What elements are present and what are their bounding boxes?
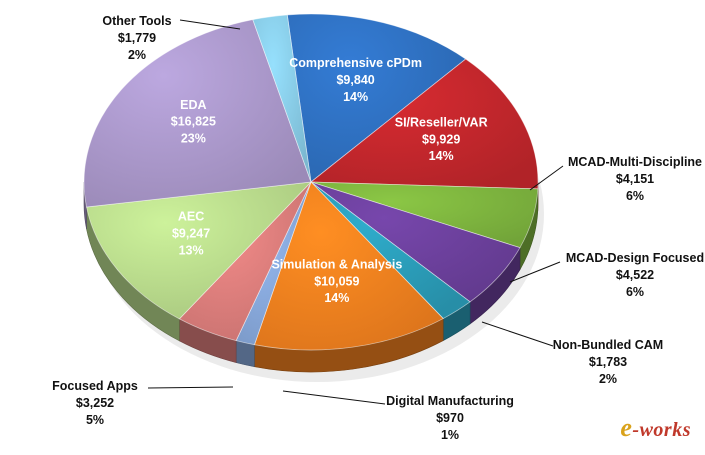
e-works-watermark: e-works xyxy=(620,413,691,443)
leader-line-2 xyxy=(529,165,564,191)
slice-label-0: Comprehensive cPDm $9,840 14% xyxy=(289,56,422,104)
slice-value-10: $1,779 xyxy=(118,31,156,45)
slice-name-6: Digital Manufacturing xyxy=(386,394,514,408)
slice-name-4: Non-Bundled CAM xyxy=(553,338,663,352)
pie-slice-comprehensive-cpdm xyxy=(286,13,467,183)
leader-line-10 xyxy=(179,19,241,30)
slice-label-10: Other Tools $1,779 2% xyxy=(102,14,171,62)
slice-name-10: Other Tools xyxy=(102,14,171,28)
slice-value-1: $9,929 xyxy=(422,132,460,146)
slice-value-6: $970 xyxy=(436,411,464,425)
leader-line-6 xyxy=(282,390,386,405)
slice-percent-2: 6% xyxy=(626,189,644,203)
slice-name-8: AEC xyxy=(178,210,204,224)
slice-percent-9: 23% xyxy=(181,132,206,146)
watermark-text: -works xyxy=(632,419,691,441)
slice-label-7: Focused Apps $3,252 5% xyxy=(52,379,138,427)
pie-slice-simulation-analysis xyxy=(253,181,444,351)
slice-label-8: AEC $9,247 13% xyxy=(172,210,210,258)
slice-name-1: SI/Reseller/VAR xyxy=(395,115,488,129)
slice-label-5: Simulation & Analysis $10,059 14% xyxy=(271,257,402,305)
leader-line-4 xyxy=(481,321,554,347)
slice-value-4: $1,783 xyxy=(589,355,627,369)
slice-value-7: $3,252 xyxy=(76,396,114,410)
slice-label-6: Digital Manufacturing $970 1% xyxy=(386,394,514,442)
leader-lines xyxy=(147,19,564,405)
pie-top-faces xyxy=(83,13,539,351)
slice-name-7: Focused Apps xyxy=(52,379,138,393)
slice-percent-4: 2% xyxy=(599,372,617,386)
slice-label-1: SI/Reseller/VAR $9,929 14% xyxy=(395,115,488,163)
slice-percent-3: 6% xyxy=(626,285,644,299)
slice-percent-0: 14% xyxy=(343,90,368,104)
slice-name-2: MCAD-Multi-Discipline xyxy=(568,155,702,169)
slice-label-9: EDA $16,825 23% xyxy=(171,98,216,146)
slice-name-0: Comprehensive cPDm xyxy=(289,56,422,70)
slice-value-2: $4,151 xyxy=(616,172,654,186)
slice-label-3: MCAD-Design Focused $4,522 6% xyxy=(566,251,704,299)
slice-labels: Comprehensive cPDm $9,840 14%SI/Reseller/V… xyxy=(52,14,704,442)
pie-slice-aec xyxy=(86,181,313,320)
pie-slice-si-reseller-var xyxy=(309,58,539,190)
slice-value-5: $10,059 xyxy=(314,274,359,288)
slice-label-2: MCAD-Multi-Discipline $4,151 6% xyxy=(568,155,702,203)
slice-name-5: Simulation & Analysis xyxy=(271,257,402,271)
slice-percent-10: 2% xyxy=(128,48,146,62)
slice-value-3: $4,522 xyxy=(616,268,654,282)
leader-line-7 xyxy=(147,386,234,389)
slice-value-8: $9,247 xyxy=(172,226,210,240)
slice-value-9: $16,825 xyxy=(171,115,216,129)
slice-percent-1: 14% xyxy=(429,149,454,163)
slice-name-3: MCAD-Design Focused xyxy=(566,251,704,265)
leader-line-3 xyxy=(509,261,561,283)
slice-percent-6: 1% xyxy=(441,428,459,442)
pie-slice-eda xyxy=(83,19,312,208)
slice-percent-7: 5% xyxy=(86,413,104,427)
slice-value-0: $9,840 xyxy=(336,73,374,87)
slice-percent-8: 13% xyxy=(179,243,204,257)
slice-percent-5: 14% xyxy=(324,291,349,305)
pie-slice-other-tools xyxy=(252,14,312,183)
slice-name-9: EDA xyxy=(180,98,206,112)
watermark-e-letter: e xyxy=(620,413,633,442)
slice-label-4: Non-Bundled CAM $1,783 2% xyxy=(553,338,663,386)
